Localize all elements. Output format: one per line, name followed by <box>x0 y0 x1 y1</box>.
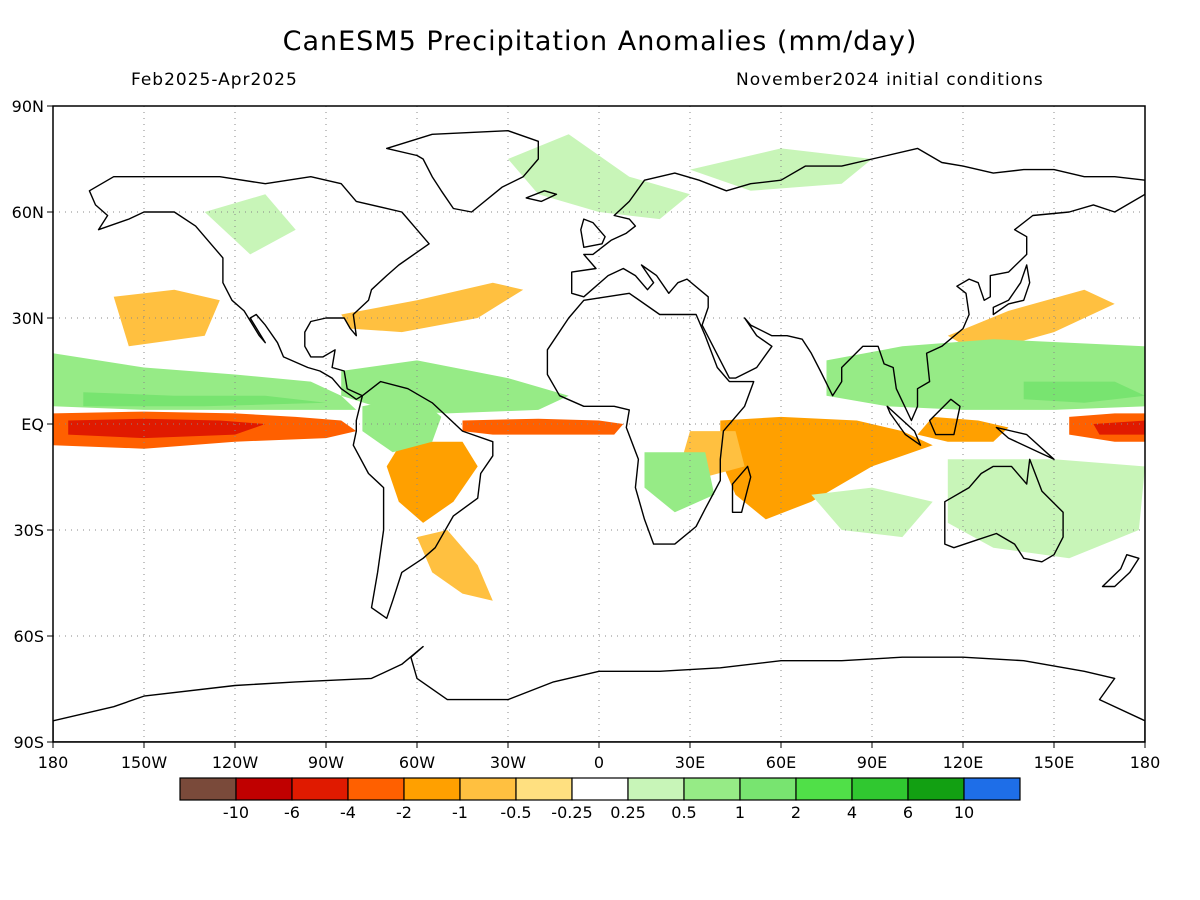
colorbar-label: 2 <box>791 803 801 822</box>
anomaly-shading <box>53 134 1145 601</box>
colorbar-label: -2 <box>396 803 412 822</box>
colorbar-swatch <box>683 777 741 801</box>
colorbar-label: -0.5 <box>500 803 531 822</box>
colorbar-swatch <box>795 777 853 801</box>
lat-label: 30N <box>12 309 44 328</box>
lon-label: 90W <box>308 753 344 772</box>
colorbar-label: 0.25 <box>610 803 646 822</box>
atlantic-equatorial-dry <box>462 418 624 435</box>
brazil-dry <box>386 441 478 523</box>
colorbar-swatch <box>963 777 1021 801</box>
southern-africa-wet <box>644 452 715 513</box>
lon-label: 0 <box>594 753 604 772</box>
chart-title: CanESM5 Precipitation Anomalies (mm/day) <box>282 26 918 57</box>
lon-label: 180 <box>38 753 69 772</box>
north-atlantic-dry <box>341 282 524 333</box>
coastline-japan <box>992 264 1031 316</box>
colorbar-label: -10 <box>223 803 249 822</box>
lon-label: 120W <box>212 753 259 772</box>
lat-label: 60S <box>13 627 44 646</box>
greenland-europe-wet <box>508 134 690 220</box>
indian-ocean-dry <box>720 416 933 520</box>
itcz-pacific-core <box>83 392 326 407</box>
colorbar-swatch <box>627 777 685 801</box>
colorbar-label: 0.5 <box>671 803 696 822</box>
colorbar-label: -4 <box>340 803 356 822</box>
colorbar-swatch <box>571 777 629 801</box>
ne-pacific-dry <box>113 289 220 347</box>
nw-pacific-dry <box>947 289 1115 354</box>
lat-label: 90N <box>12 97 44 116</box>
colorbar-swatch <box>907 777 965 801</box>
lon-label: 60W <box>399 753 435 772</box>
colorbar-label: 6 <box>903 803 913 822</box>
coastline-eurasia <box>571 147 1145 422</box>
colorbar-swatch <box>179 777 237 801</box>
colorbar-swatch <box>851 777 909 801</box>
south-indian-wet <box>811 487 933 538</box>
coastline-iceland <box>525 190 558 203</box>
arctic-russia-wet <box>690 148 872 191</box>
lon-label: 30W <box>490 753 526 772</box>
colorbar-label: -1 <box>452 803 468 822</box>
coastline-greenland <box>386 129 539 213</box>
colorbar-label: 4 <box>847 803 857 822</box>
lon-label: 180 <box>1130 753 1161 772</box>
lat-label: EQ <box>21 415 44 434</box>
colorbar-swatch <box>459 777 517 801</box>
lat-label: 30S <box>13 521 44 540</box>
coastline-borneo <box>928 398 961 436</box>
central-pacific-core <box>68 418 266 439</box>
initial-conditions: November2024 initial conditions <box>736 70 1044 90</box>
colorbar: -10 -6 -4 -2 -1 -0.5 -0.25 0.25 0.5 1 2 4 6 10 <box>179 777 1021 822</box>
lat-label: 60N <box>12 203 44 222</box>
colorbar-swatch <box>515 777 573 801</box>
coastline-sumatra <box>886 405 922 446</box>
coastline-australia <box>944 458 1064 563</box>
lon-label: 90E <box>857 753 887 772</box>
colorbar-label: -6 <box>284 803 300 822</box>
colorbar-label: 1 <box>735 803 745 822</box>
australia-wet <box>947 459 1145 559</box>
forecast-period: Feb2025-Apr2025 <box>131 70 298 90</box>
west-pacific-core-wet <box>1023 381 1145 403</box>
coastline-south-america <box>352 380 494 619</box>
lon-label: 120E <box>943 753 984 772</box>
west-pacific-core <box>1093 420 1145 435</box>
colorbar-swatch <box>291 777 349 801</box>
lon-label: 30E <box>675 753 705 772</box>
lon-label: 60E <box>766 753 796 772</box>
sw-atlantic-dry <box>417 530 493 601</box>
coastline-new-guinea <box>995 426 1055 460</box>
colorbar-swatch <box>739 777 797 801</box>
coastlines <box>53 129 1145 742</box>
colorbar-swatch <box>235 777 293 801</box>
graticule <box>53 106 1145 742</box>
lon-label: 150W <box>121 753 168 772</box>
colorbar-swatch <box>347 777 405 801</box>
coastline-africa <box>546 292 755 545</box>
coastline-madagascar <box>731 465 752 513</box>
colorbar-label: -0.25 <box>551 803 592 822</box>
coastline-new-zealand <box>1101 554 1140 588</box>
coastline-north-america <box>88 175 430 400</box>
indonesia-dry <box>917 416 1009 442</box>
colorbar-swatch <box>403 777 461 801</box>
colorbar-label: 10 <box>954 803 974 822</box>
lat-label: 90S <box>13 733 44 752</box>
coastline-british-isles <box>580 218 606 249</box>
lon-label: 150E <box>1034 753 1075 772</box>
coastline-antarctica <box>53 645 1145 742</box>
north-america-wet <box>204 194 296 255</box>
